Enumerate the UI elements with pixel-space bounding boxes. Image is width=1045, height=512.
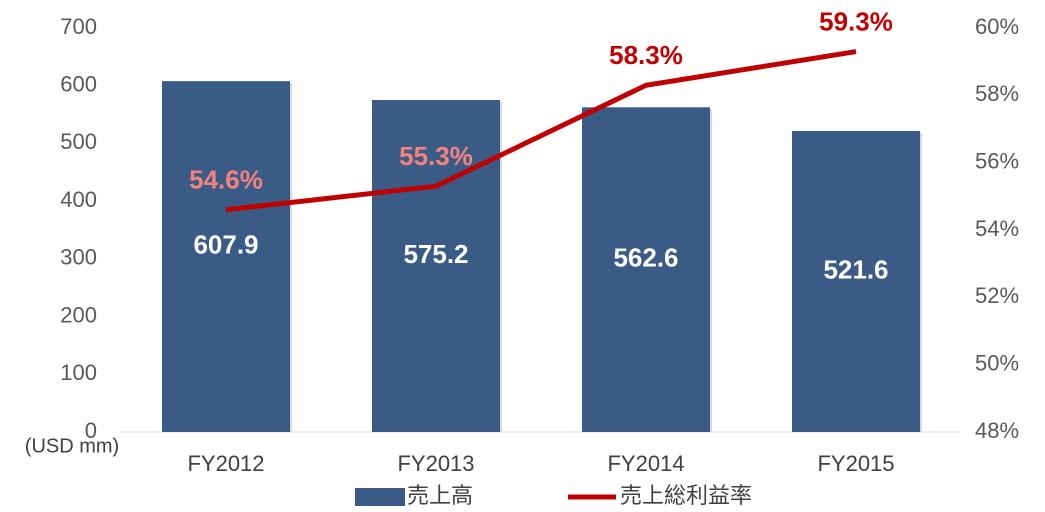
bar [162,81,290,433]
x-tick-label: FY2015 [817,451,894,476]
legend-swatch [355,488,405,506]
y-tick-label: 700 [60,14,97,39]
line-value-label: 55.3% [399,141,473,171]
y-tick-label: 400 [60,187,97,212]
line-value-label: 54.6% [189,165,263,195]
y-tick-label: 200 [60,302,97,327]
y-tick-label: 0 [85,418,97,443]
bar [582,107,710,432]
bar-value-label: 562.6 [613,243,678,273]
bar-value-label: 607.9 [193,229,258,259]
y2-tick-label: 54% [975,216,1019,241]
y2-tick-label: 52% [975,283,1019,308]
y-tick-label: 500 [60,129,97,154]
x-tick-label: FY2013 [397,451,474,476]
y-tick-label: 300 [60,245,97,270]
y2-tick-label: 50% [975,350,1019,375]
legend-label: 売上総利益率 [620,483,752,508]
y2-tick-label: 60% [975,14,1019,39]
x-tick-label: FY2012 [187,451,264,476]
legend-label: 売上高 [407,483,473,508]
line-value-label: 59.3% [819,6,893,36]
x-tick-label: FY2014 [607,451,684,476]
bar-value-label: 521.6 [823,254,888,284]
bar [372,100,500,432]
y-unit-label: (USD mm) [25,435,119,457]
y2-tick-label: 58% [975,81,1019,106]
y-tick-label: 600 [60,72,97,97]
line-value-label: 58.3% [609,40,683,70]
bar [792,130,920,432]
bar-value-label: 575.2 [403,239,468,269]
line [225,49,857,213]
y2-tick-label: 48% [975,418,1019,443]
y-tick-label: 100 [60,360,97,385]
y2-tick-label: 56% [975,148,1019,173]
